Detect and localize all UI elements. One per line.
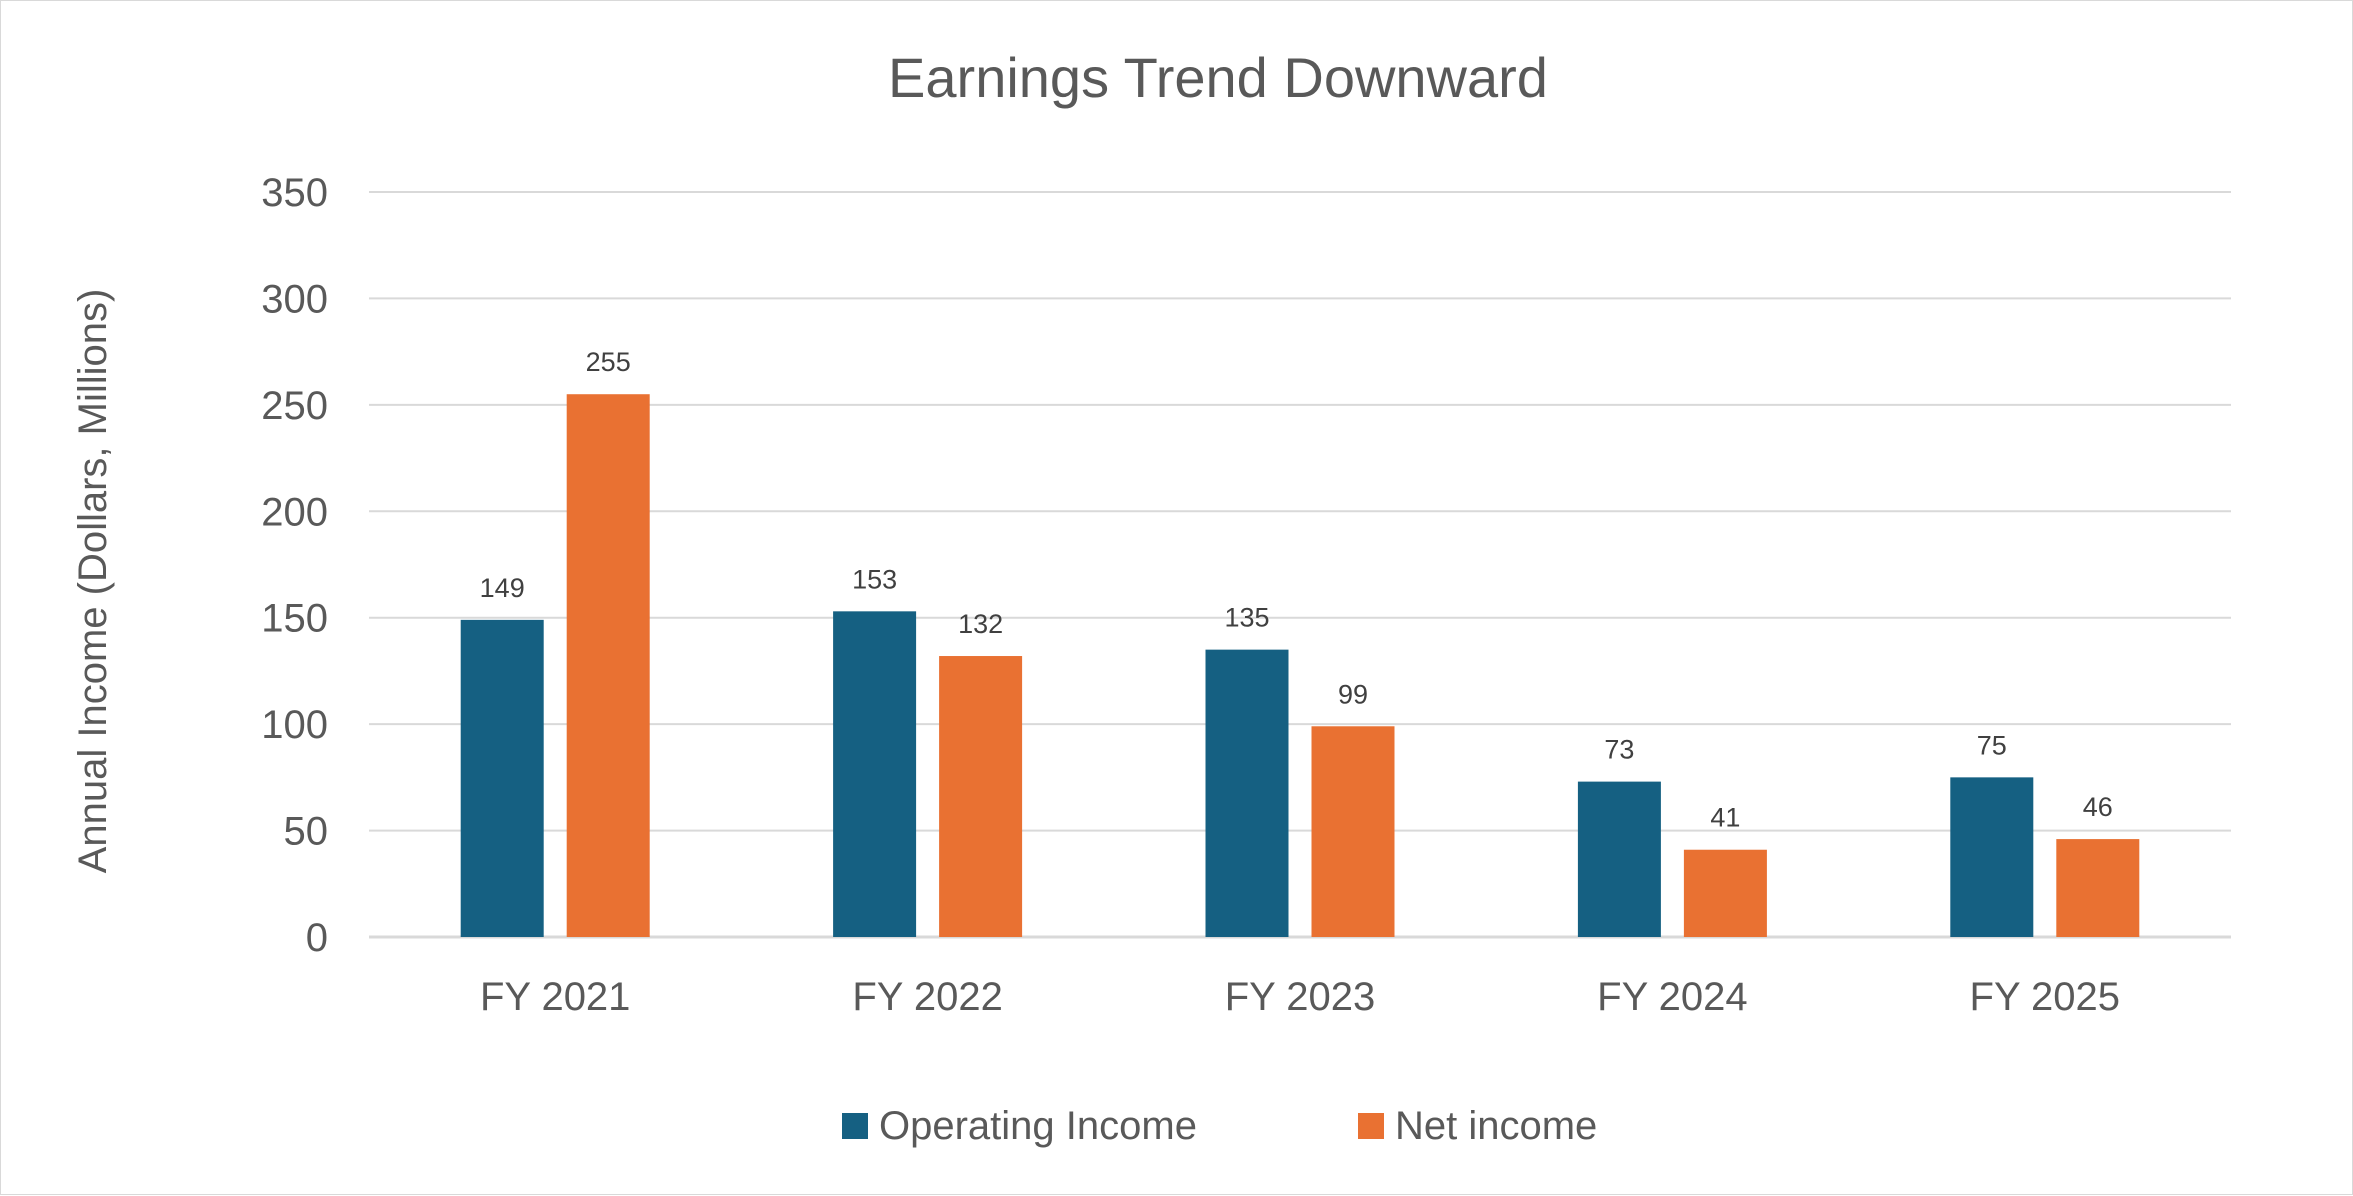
data-labels: 149 255 153 132 135 99 73 41 75 46 (480, 347, 2113, 833)
data-label: 135 (1224, 603, 1269, 633)
chart-title: Earnings Trend Downward (888, 46, 1548, 109)
data-label: 73 (1604, 735, 1634, 765)
bar-net-income (1311, 726, 1395, 937)
y-tick-label: 50 (284, 810, 329, 854)
y-tick-label: 0 (306, 916, 328, 960)
x-category-label: FY 2022 (852, 975, 1003, 1019)
data-label: 255 (586, 347, 631, 377)
x-category-label: FY 2023 (1225, 975, 1376, 1019)
bar-net-income (939, 656, 1023, 937)
bar-net-income (2056, 839, 2140, 937)
data-label: 75 (1977, 730, 2007, 760)
y-tick-label: 150 (261, 597, 328, 641)
legend-label: Net income (1395, 1104, 1597, 1148)
bar-operating-income (1577, 781, 1661, 937)
legend: Operating Income Net income (842, 1104, 1597, 1148)
bar-operating-income (1205, 649, 1289, 937)
y-axis-ticks: 0 50 100 150 200 250 300 350 (261, 171, 328, 960)
gridlines (369, 191, 2231, 939)
y-tick-label: 100 (261, 703, 328, 747)
data-label: 132 (958, 609, 1003, 639)
bar-operating-income (833, 611, 917, 937)
bar-net-income (1683, 849, 1767, 937)
bar-net-income (566, 394, 650, 937)
y-axis-title: Annual Income (Dollars, Millions) (71, 289, 115, 874)
data-label: 46 (2083, 792, 2113, 822)
y-tick-label: 350 (261, 171, 328, 215)
y-tick-label: 200 (261, 490, 328, 534)
data-label: 153 (852, 564, 897, 594)
data-label: 149 (480, 573, 525, 603)
x-category-label: FY 2025 (1970, 975, 2121, 1019)
legend-swatch (842, 1113, 868, 1139)
data-label: 41 (1710, 803, 1740, 833)
y-tick-label: 300 (261, 277, 328, 321)
bar-operating-income (460, 619, 544, 937)
data-label: 99 (1338, 679, 1368, 709)
legend-swatch (1358, 1113, 1384, 1139)
x-category-label: FY 2024 (1597, 975, 1748, 1019)
x-axis-categories: FY 2021 FY 2022 FY 2023 FY 2024 FY 2025 (480, 975, 2120, 1019)
bars (460, 394, 2140, 937)
bar-operating-income (1950, 777, 2034, 937)
y-tick-label: 250 (261, 384, 328, 428)
legend-label: Operating Income (879, 1104, 1197, 1148)
x-category-label: FY 2021 (480, 975, 631, 1019)
